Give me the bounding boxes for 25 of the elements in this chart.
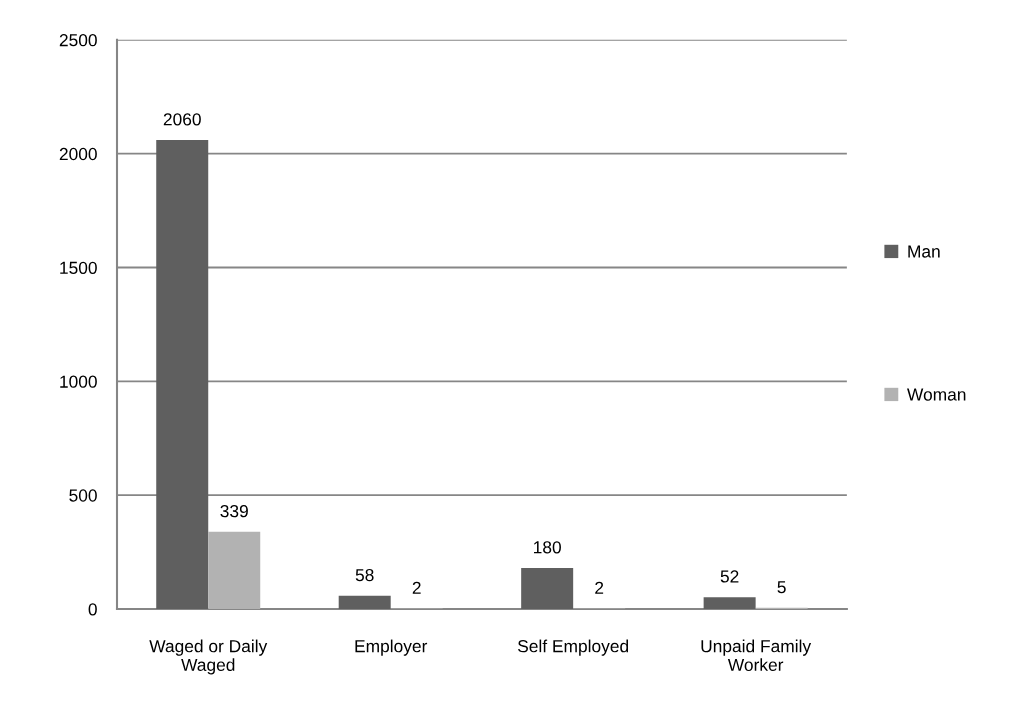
bar bbox=[156, 140, 209, 609]
data-label: 58 bbox=[355, 568, 374, 582]
x-tick-label: Unpaid Family Worker bbox=[701, 639, 812, 672]
bar bbox=[208, 531, 261, 609]
bar bbox=[521, 568, 574, 609]
x-tick-label: Self Employed bbox=[517, 639, 629, 656]
y-tick-label: 0 bbox=[88, 603, 97, 616]
y-tick-label: 1500 bbox=[60, 261, 97, 274]
data-label: 2 bbox=[412, 581, 421, 594]
y-tick-label: 2500 bbox=[59, 34, 97, 47]
bar bbox=[703, 597, 756, 609]
data-label: 2060 bbox=[163, 113, 201, 126]
bar bbox=[338, 595, 391, 609]
legend-label: Man bbox=[908, 245, 940, 258]
data-label: 339 bbox=[220, 504, 248, 518]
data-label: 180 bbox=[534, 541, 561, 554]
y-tick-label: 2000 bbox=[59, 147, 97, 161]
data-label: 5 bbox=[777, 581, 786, 594]
y-tick-label: 500 bbox=[69, 489, 97, 502]
x-tick-label: Employer bbox=[355, 639, 428, 656]
data-label: 52 bbox=[720, 570, 739, 583]
data-label: 2 bbox=[595, 581, 604, 594]
legend-label: Woman bbox=[907, 388, 966, 401]
y-tick-label: 1000 bbox=[60, 375, 97, 388]
x-tick-label: Waged or Daily Waged bbox=[149, 639, 268, 675]
